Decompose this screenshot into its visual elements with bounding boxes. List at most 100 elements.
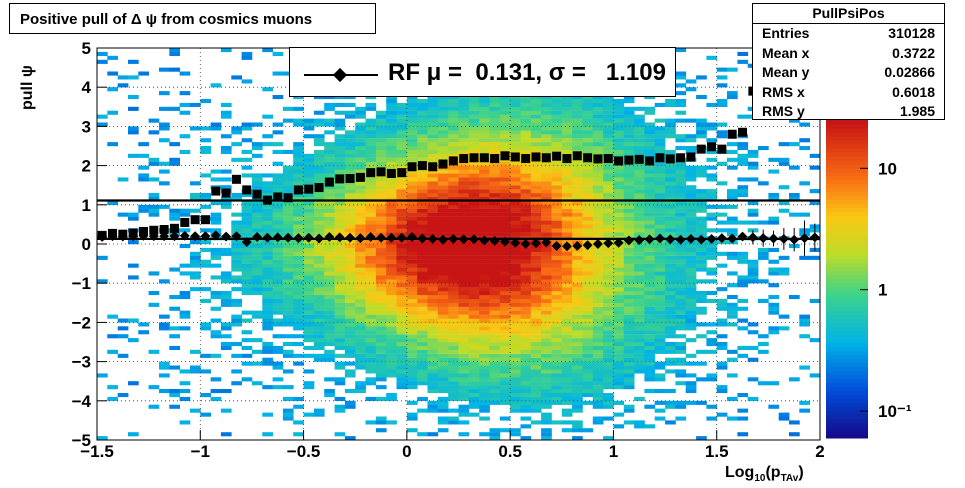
heatmap-cell bbox=[448, 122, 459, 127]
heatmap-cell bbox=[520, 193, 532, 198]
heatmap-cell bbox=[386, 110, 397, 115]
heatmap-cell bbox=[262, 295, 273, 300]
heatmap-cell bbox=[282, 247, 294, 252]
heatmap-cell bbox=[210, 396, 222, 401]
heatmap-cell bbox=[293, 306, 304, 311]
heatmap-cell bbox=[489, 385, 501, 390]
heatmap-cell bbox=[634, 283, 645, 288]
heatmap-cell bbox=[313, 200, 325, 205]
heatmap-cell bbox=[386, 212, 397, 217]
heatmap-cell bbox=[128, 381, 139, 386]
heatmap-cell bbox=[355, 251, 366, 256]
heatmap-cell bbox=[613, 169, 625, 174]
color-scale-step bbox=[826, 366, 868, 371]
heatmap-cell bbox=[510, 361, 521, 366]
heatmap-cell bbox=[375, 153, 387, 158]
heatmap-cell bbox=[561, 298, 573, 303]
heatmap-cell bbox=[572, 185, 583, 190]
color-scale-step bbox=[826, 203, 868, 208]
heatmap-cell bbox=[262, 342, 273, 347]
heatmap-cell bbox=[623, 216, 635, 221]
heatmap-cell bbox=[561, 197, 573, 202]
heatmap-cell bbox=[530, 255, 542, 260]
heatmap-cell bbox=[592, 220, 604, 225]
heatmap-cell bbox=[623, 381, 635, 386]
heatmap-cell bbox=[272, 345, 284, 350]
heatmap-cell bbox=[417, 142, 428, 147]
heatmap-cell bbox=[644, 338, 656, 343]
heatmap-cell bbox=[644, 185, 656, 190]
heatmap-cell bbox=[458, 408, 470, 413]
heatmap-cell bbox=[313, 322, 325, 327]
heatmap-cell bbox=[665, 255, 676, 260]
heatmap-cell bbox=[313, 295, 325, 300]
heatmap-cell bbox=[799, 318, 810, 323]
heatmap-cell bbox=[479, 110, 490, 115]
heatmap-cell bbox=[675, 310, 687, 315]
heatmap-cell bbox=[386, 165, 397, 170]
heatmap-cell bbox=[437, 357, 449, 362]
heatmap-cell bbox=[386, 149, 397, 154]
heatmap-cell bbox=[789, 118, 800, 123]
heatmap-cell bbox=[190, 408, 201, 413]
heatmap-cell bbox=[406, 244, 418, 249]
heatmap-cell bbox=[675, 263, 687, 268]
heatmap-cell bbox=[210, 212, 222, 217]
heatmap-cell bbox=[303, 244, 315, 249]
heatmap-cell bbox=[541, 326, 552, 331]
heatmap-cell bbox=[479, 385, 490, 390]
heatmap-cell bbox=[530, 408, 542, 413]
heatmap-cell bbox=[551, 102, 563, 107]
heatmap-cell bbox=[551, 193, 563, 198]
heatmap-cell bbox=[623, 224, 635, 229]
heatmap-cell bbox=[344, 185, 356, 190]
heatmap-cell bbox=[458, 365, 470, 370]
heatmap-cell bbox=[530, 122, 542, 127]
heatmap-cell bbox=[458, 283, 470, 288]
mean-point bbox=[148, 231, 159, 242]
y-tick-label: 5 bbox=[82, 39, 91, 58]
heatmap-cell bbox=[334, 330, 346, 335]
heatmap-cell bbox=[623, 369, 635, 374]
heatmap-cell bbox=[241, 208, 253, 213]
heatmap-cell bbox=[644, 334, 656, 339]
heatmap-cell bbox=[365, 224, 377, 229]
heatmap-cell bbox=[520, 369, 532, 374]
sigma-point bbox=[355, 172, 365, 182]
heatmap-cell bbox=[324, 122, 335, 127]
heatmap-cell bbox=[613, 220, 625, 225]
heatmap-cell bbox=[262, 432, 273, 437]
heatmap-cell bbox=[716, 298, 728, 303]
heatmap-cell bbox=[685, 208, 697, 213]
heatmap-cell bbox=[458, 165, 470, 170]
heatmap-cell bbox=[262, 310, 273, 315]
heatmap-cell bbox=[561, 291, 573, 296]
heatmap-cell bbox=[489, 161, 501, 166]
heatmap-cell bbox=[582, 146, 594, 151]
heatmap-cell bbox=[644, 349, 656, 354]
heatmap-cell bbox=[603, 102, 614, 107]
heatmap-cell bbox=[530, 216, 542, 221]
heatmap-cell bbox=[313, 165, 325, 170]
heatmap-cell bbox=[696, 295, 707, 300]
heatmap-cell bbox=[303, 310, 315, 315]
heatmap-cell bbox=[334, 404, 346, 409]
heatmap-cell bbox=[541, 134, 552, 139]
heatmap-cell bbox=[541, 263, 552, 268]
heatmap-cell bbox=[551, 161, 563, 166]
heatmap-cell bbox=[541, 259, 552, 264]
heatmap-cell bbox=[282, 181, 294, 186]
heatmap-cell bbox=[561, 369, 573, 374]
heatmap-cell bbox=[179, 369, 191, 374]
heatmap-cell bbox=[644, 149, 656, 154]
heatmap-cell bbox=[375, 122, 387, 127]
heatmap-cell bbox=[561, 267, 573, 272]
heatmap-cell bbox=[231, 318, 242, 323]
stats-value: 310128 bbox=[888, 25, 935, 41]
heatmap-cell bbox=[634, 322, 645, 327]
color-scale-step bbox=[826, 334, 868, 340]
heatmap-cell bbox=[334, 95, 346, 100]
heatmap-cell bbox=[479, 271, 490, 276]
heatmap-cell bbox=[675, 279, 687, 284]
heatmap-cell bbox=[375, 302, 387, 307]
